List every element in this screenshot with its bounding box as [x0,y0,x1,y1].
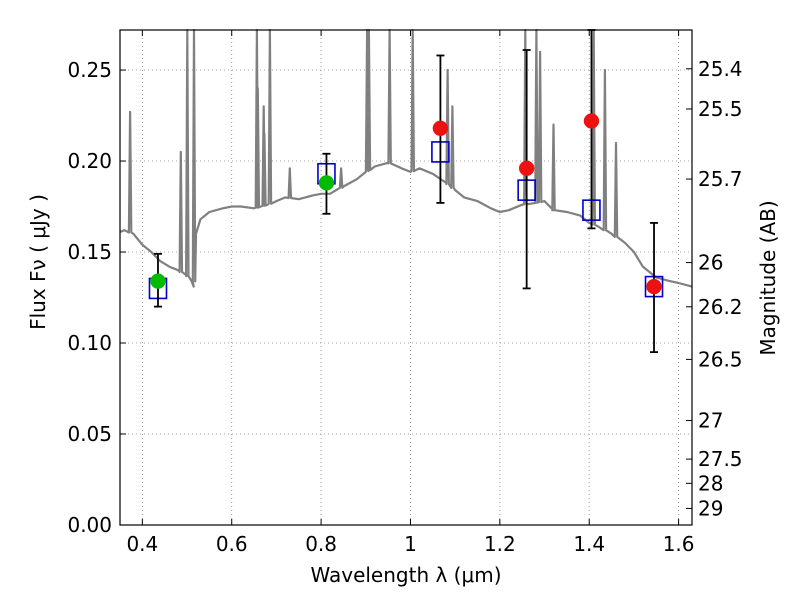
y-tick-label: 0.00 [67,513,112,537]
y-tick-label: 0.05 [67,422,112,446]
x-tick-label: 0.8 [305,532,337,556]
x-tick-label: 0.4 [126,532,158,556]
right-tick-label: 28 [698,471,723,495]
right-axis-title: Magnitude (AB) [756,200,780,355]
observed-point-green [150,273,166,289]
x-tick-label: 0.6 [216,532,248,556]
y-tick-label: 0.15 [67,240,112,264]
right-tick-label: 27.5 [698,447,743,471]
plot-frame [119,29,693,526]
observed-point-green [318,175,335,191]
model-spectrum [119,28,693,288]
right-tick-label: 29 [698,496,723,520]
right-tick-label: 26.5 [698,347,743,371]
y-axis-title: Flux Fν ( μJy ) [26,194,50,330]
observed-point-red [583,113,600,129]
right-tick-label: 25.4 [698,57,743,81]
model-spectrum-line [119,28,693,288]
tick-labels: 0.4 0.6 0.8 1 1.2 1.4 1.6 0.00 0.05 0.10 0.15 0.20 0… [67,57,742,556]
x-tick-label: 1.4 [573,532,605,556]
right-tick-label: 25.7 [698,167,743,191]
y-tick-label: 0.20 [67,149,112,173]
right-tick-label: 25.5 [698,97,743,121]
right-tick-label: 26 [698,251,723,275]
x-tick-label: 1.2 [484,532,516,556]
x-axis-title: Wavelength λ (μm) [310,563,501,587]
axis-ticks [120,30,692,526]
data-markers [148,29,664,354]
right-tick-label: 27 [698,409,723,433]
right-tick-label: 26.2 [698,295,743,319]
observed-point-red [646,278,662,295]
x-tick-label: 1 [404,532,417,556]
observed-point-red [432,120,449,137]
observed-point-red [518,160,535,177]
y-tick-label: 0.10 [67,331,112,355]
x-tick-label: 1.6 [663,532,695,556]
y-tick-label: 0.25 [67,58,112,82]
